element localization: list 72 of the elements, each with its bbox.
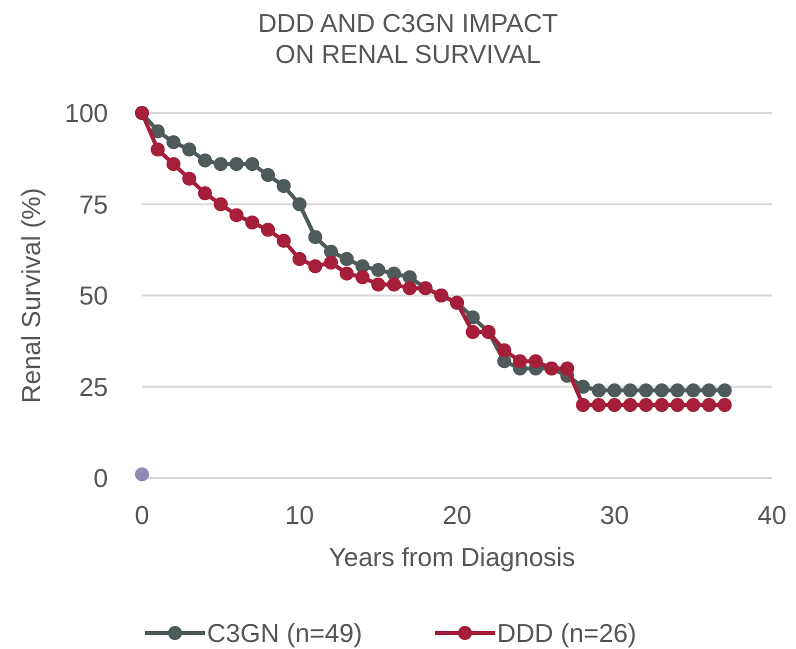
point — [356, 270, 370, 284]
point — [371, 262, 386, 277]
point — [166, 135, 180, 150]
y-tick-label: 100 — [64, 98, 108, 128]
point — [324, 256, 338, 270]
x-tick-label: 0 — [134, 500, 150, 530]
point — [623, 398, 638, 412]
legend-label: C3GN (n=49) — [207, 618, 362, 648]
point — [528, 354, 543, 368]
point — [654, 398, 669, 412]
point — [466, 310, 480, 324]
point — [214, 197, 228, 212]
point — [608, 383, 622, 398]
point — [592, 398, 606, 412]
point — [654, 383, 669, 398]
point — [182, 172, 196, 186]
point — [639, 398, 653, 412]
point — [214, 157, 228, 172]
point — [198, 153, 212, 168]
point — [623, 383, 638, 398]
point — [308, 230, 322, 244]
point — [198, 186, 212, 200]
point — [276, 179, 291, 193]
point — [608, 398, 622, 412]
point — [340, 266, 354, 281]
point — [592, 383, 606, 398]
point — [702, 398, 716, 412]
point — [576, 398, 590, 412]
x-tick-label: 20 — [442, 500, 472, 530]
point — [308, 259, 322, 274]
x-axis-title: Years from Diagnosis — [328, 542, 576, 572]
point — [576, 380, 590, 394]
point — [639, 383, 653, 398]
point — [276, 234, 291, 248]
point — [261, 168, 275, 182]
chart-title: DDD AND C3GN IMPACT ON RENAL SURVIVAL — [258, 8, 558, 69]
legend-label: DDD (n=26) — [497, 618, 636, 648]
point — [166, 157, 180, 172]
point — [466, 325, 480, 339]
point — [686, 383, 700, 398]
point — [150, 142, 165, 156]
y-tick-label: 75 — [79, 189, 108, 220]
point — [230, 208, 244, 222]
point — [261, 222, 275, 237]
point — [686, 398, 700, 412]
point — [182, 142, 196, 156]
y-axis-title: Renal Survival (%) — [16, 188, 46, 404]
point — [560, 362, 574, 376]
point — [718, 383, 732, 398]
point — [513, 354, 527, 368]
y-tick-label: 0 — [94, 463, 108, 494]
point — [402, 281, 417, 296]
x-tick-label: 40 — [758, 500, 786, 530]
point — [497, 343, 512, 358]
point — [292, 252, 306, 266]
point — [340, 252, 354, 266]
point — [371, 278, 386, 292]
x-tick-label: 30 — [600, 500, 629, 530]
x-tick-label: 10 — [285, 500, 314, 530]
y-tick-label: 25 — [79, 372, 108, 402]
point — [230, 157, 244, 172]
point — [292, 197, 306, 212]
point — [245, 157, 260, 172]
point — [150, 124, 165, 138]
point — [387, 278, 401, 292]
point — [702, 383, 716, 398]
point — [670, 398, 684, 412]
point — [135, 467, 149, 482]
y-tick-label: 50 — [79, 280, 108, 311]
point — [670, 383, 684, 398]
point — [718, 398, 732, 412]
point — [245, 216, 260, 230]
